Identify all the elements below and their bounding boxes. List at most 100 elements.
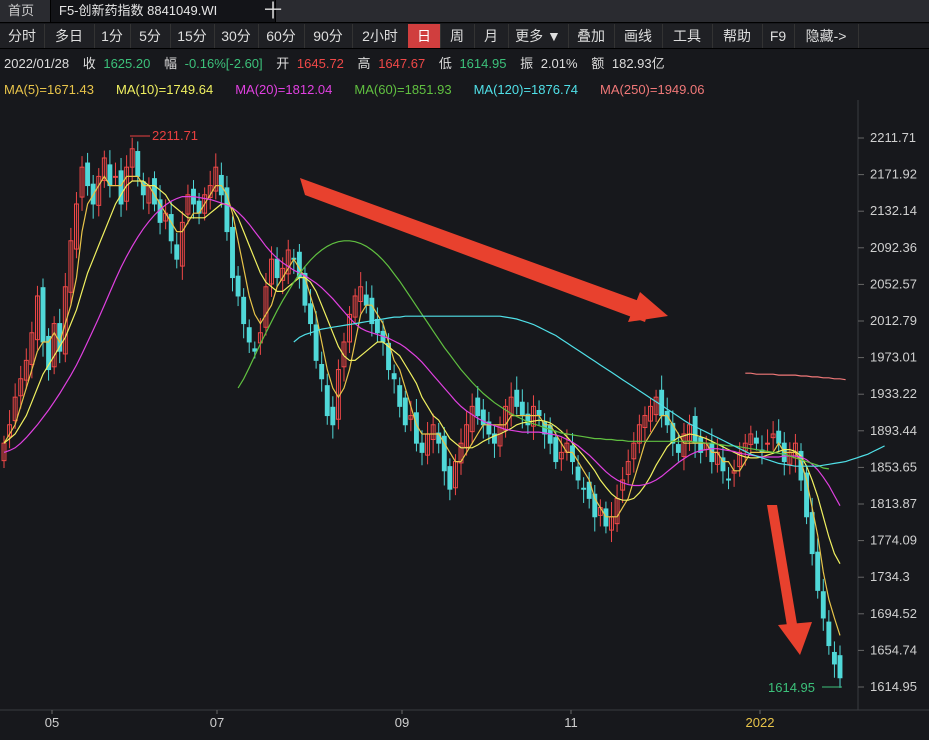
candle-body-87	[486, 421, 492, 435]
candle-body-47	[263, 286, 269, 328]
candle-body-103	[575, 466, 581, 481]
candle-body-82	[458, 442, 464, 464]
toolbar-btn-5[interactable]: 30分	[214, 24, 259, 48]
y-tick-label-10: 1813.87	[870, 496, 917, 511]
candle-body-25	[140, 181, 146, 196]
ma-legend-item-3: MA(60)=1851.93	[354, 82, 452, 97]
high-label: 高	[357, 56, 371, 71]
toolbar-btn-15[interactable]: 工具	[662, 24, 713, 48]
period-toolbar: 分时 多日 1分 5分 15分 30分 60分 90分 2小时日周月更多 ▼ 叠加 画线 工具 帮助 F9…	[0, 24, 929, 49]
candle-body-132	[737, 451, 743, 468]
candle-body-84	[469, 405, 475, 433]
candle-body-116	[648, 405, 653, 422]
candle-body-55	[308, 303, 313, 325]
candle-body-31	[174, 244, 180, 260]
ma-line-5	[745, 372, 846, 381]
toolbar-btn-4[interactable]: 15分	[170, 24, 215, 48]
toolbar-btn-3[interactable]: 5分	[130, 24, 171, 48]
toolbar-btn-10[interactable]: 周	[440, 24, 475, 48]
amount-value: 182.93亿	[611, 56, 665, 71]
candle-body-71	[397, 385, 403, 407]
candle-body-145	[809, 512, 815, 555]
low-label: 低	[438, 56, 452, 71]
candle-body-88	[492, 433, 497, 444]
candle-body-51	[285, 249, 291, 275]
toolbar-btn-14[interactable]: 画线	[614, 24, 663, 48]
candle-body-75	[419, 442, 425, 453]
candle-body-40	[224, 187, 230, 233]
candle-body-42	[235, 275, 241, 297]
candle-body-32	[179, 221, 185, 267]
candle-body-95	[531, 405, 536, 427]
candle-body-134	[748, 433, 754, 446]
y-tick-label-12: 1734.3	[870, 569, 910, 584]
candle-body-70	[391, 373, 397, 380]
candle-body-115	[642, 415, 648, 429]
toolbar-btn-13[interactable]: 叠加	[568, 24, 615, 48]
candle-body-92	[514, 389, 520, 407]
y-tick-label-11: 1774.09	[870, 533, 917, 548]
quote-date: 2022/01/28	[4, 56, 70, 71]
trend-arrow-2-head	[778, 622, 812, 655]
candle-body-67	[374, 318, 380, 334]
candle-body-108	[603, 508, 609, 527]
toolbar-btn-16[interactable]: 帮助	[712, 24, 763, 48]
candle-body-121	[675, 444, 681, 453]
low-value: 1614.95	[459, 56, 507, 71]
candle-body-57	[319, 364, 325, 380]
candle-body-14	[79, 166, 85, 198]
toolbar-btn-0[interactable]: 分时	[0, 24, 45, 48]
tab-home[interactable]: 首页	[0, 0, 50, 22]
candle-body-9	[51, 323, 57, 368]
candle-body-48	[269, 258, 274, 285]
candle-body-91	[508, 396, 514, 416]
candle-body-120	[670, 422, 676, 444]
candle-body-4	[23, 359, 29, 381]
candle-body-102	[570, 445, 575, 463]
candle-body-104	[581, 487, 587, 490]
candle-body-63	[352, 295, 358, 318]
toolbar-btn-6[interactable]: 60分	[258, 24, 305, 48]
tab-index[interactable]: F5-创新药指数 8841049.WI	[50, 0, 276, 22]
y-tick-label-9: 1853.65	[870, 459, 917, 474]
candle-body-77	[430, 424, 436, 440]
quote-info-bar: 2022/01/28 收 1625.20 幅 -0.16%[-2.60] 开 1…	[0, 51, 929, 77]
candle-body-43	[241, 296, 247, 325]
candle-body-90	[503, 405, 509, 431]
toolbar-btn-2[interactable]: 1分	[94, 24, 131, 48]
change-label: 幅	[163, 56, 177, 71]
candle-body-59	[330, 406, 336, 426]
candle-body-8	[46, 335, 52, 371]
toolbar-btn-17[interactable]: F9	[762, 24, 795, 48]
candle-body-147	[820, 591, 826, 619]
toolbar-btn-12[interactable]: 更多 ▼	[508, 24, 569, 48]
candle-body-106	[592, 493, 598, 518]
candle-body-27	[152, 178, 157, 205]
candle-body-72	[402, 397, 408, 426]
candle-body-62	[347, 313, 352, 343]
candle-body-61	[341, 341, 347, 368]
x-tick-label-2: 09	[395, 715, 409, 730]
candle-body-18	[101, 157, 107, 182]
min-price-label: 1614.95	[768, 680, 815, 695]
candle-body-148	[826, 621, 832, 647]
ma-line-3	[237, 240, 829, 470]
high-value: 1647.67	[378, 56, 426, 71]
trend-arrow-2-shaft	[767, 505, 798, 632]
toolbar-btn-11[interactable]: 月	[474, 24, 509, 48]
toolbar-btn-1[interactable]: 多日	[44, 24, 95, 48]
toolbar-btn-18[interactable]: 隐藏->	[794, 24, 859, 48]
toolbar-btn-9[interactable]: 日	[408, 24, 441, 48]
candle-body-146	[815, 551, 821, 591]
candle-body-23	[129, 148, 135, 168]
tab-bar: 首页 F5-创新药指数 8841049.WI 十	[0, 0, 929, 23]
change-value: -0.16%[-2.60]	[184, 56, 263, 71]
ma-legend-item-4: MA(120)=1876.74	[473, 82, 579, 97]
toolbar-btn-7[interactable]: 90分	[304, 24, 353, 48]
add-tab-icon[interactable]: 十	[264, 1, 282, 21]
x-tick-label-1: 07	[210, 715, 224, 730]
ma-line-1	[3, 180, 841, 564]
candle-body-105	[586, 481, 592, 499]
close-value: 1625.20	[103, 56, 151, 71]
